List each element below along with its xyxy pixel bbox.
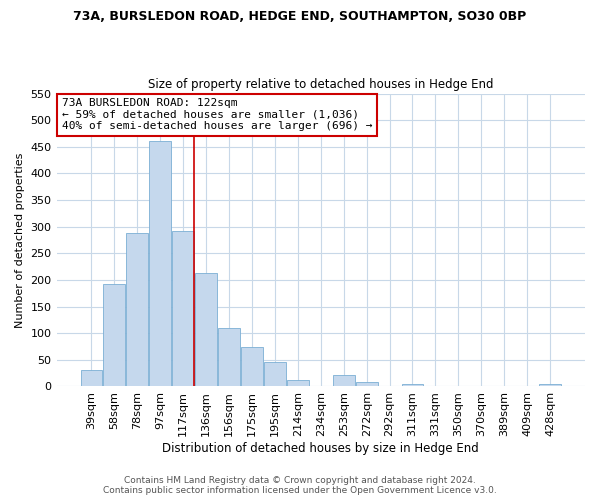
Bar bbox=[241, 347, 263, 387]
Bar bbox=[401, 384, 424, 386]
Bar bbox=[356, 382, 377, 386]
Bar bbox=[287, 380, 309, 386]
Title: Size of property relative to detached houses in Hedge End: Size of property relative to detached ho… bbox=[148, 78, 494, 91]
Bar bbox=[172, 231, 194, 386]
Text: 73A BURSLEDON ROAD: 122sqm
← 59% of detached houses are smaller (1,036)
40% of s: 73A BURSLEDON ROAD: 122sqm ← 59% of deta… bbox=[62, 98, 373, 131]
Bar bbox=[539, 384, 561, 386]
X-axis label: Distribution of detached houses by size in Hedge End: Distribution of detached houses by size … bbox=[163, 442, 479, 455]
Bar bbox=[103, 284, 125, 386]
Bar bbox=[195, 273, 217, 386]
Bar bbox=[80, 370, 103, 386]
Text: 73A, BURSLEDON ROAD, HEDGE END, SOUTHAMPTON, SO30 0BP: 73A, BURSLEDON ROAD, HEDGE END, SOUTHAMP… bbox=[73, 10, 527, 23]
Bar bbox=[264, 362, 286, 386]
Bar bbox=[218, 328, 240, 386]
Bar bbox=[127, 233, 148, 386]
Bar bbox=[333, 374, 355, 386]
Bar bbox=[149, 142, 171, 386]
Text: Contains HM Land Registry data © Crown copyright and database right 2024.
Contai: Contains HM Land Registry data © Crown c… bbox=[103, 476, 497, 495]
Y-axis label: Number of detached properties: Number of detached properties bbox=[15, 152, 25, 328]
